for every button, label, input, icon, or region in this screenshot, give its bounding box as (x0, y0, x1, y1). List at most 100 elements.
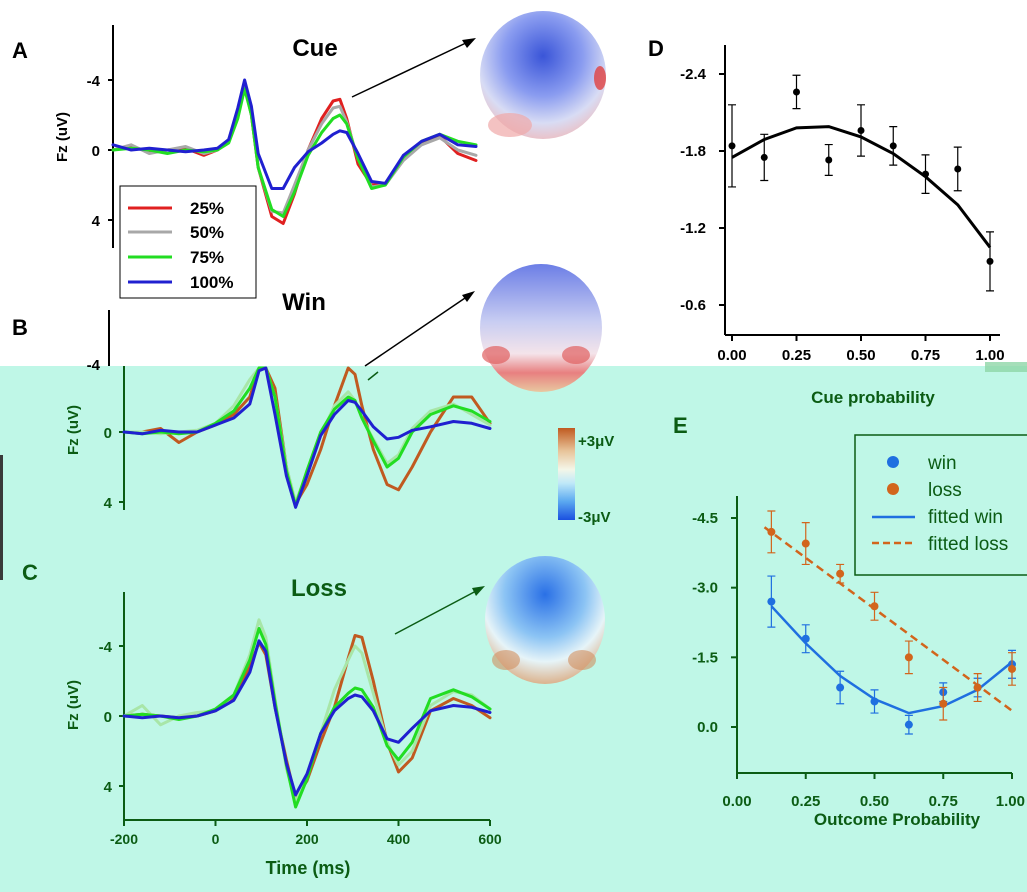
panel-e-loss-point-5 (939, 699, 948, 708)
panel-d-point-6 (922, 170, 929, 178)
panel-c-xticks: -200 0 200 400 600 (110, 820, 502, 847)
panel-a-letter: A (12, 38, 28, 63)
panel-d-ticks: -2.4 -1.8 -1.2 -0.6 0.00 0.25 0.50 0.75 1.00 (680, 66, 1004, 364)
colorbar: +3μV -3μV (558, 428, 614, 526)
legend-label-100: 100% (190, 273, 233, 292)
legend-e-label-fitted-win: fitted win (928, 507, 1003, 528)
panel-e-xtick-label-1: 0.25 (791, 793, 820, 810)
series-line-c-3 (122, 639, 492, 797)
panel-c-head-hotspot-left (492, 650, 520, 670)
panel-e-ytick-label-3: 0.0 (697, 719, 718, 736)
panel-d-point-8 (986, 257, 994, 265)
legend-label-25: 25% (190, 199, 224, 218)
panel-a-title: Cue (292, 35, 337, 62)
colorbar-bottom-label: -3μV (578, 509, 611, 526)
panel-c-xtick-label-4: 600 (478, 831, 502, 847)
panel-b-ytick-label-2: 0 (104, 425, 112, 442)
panel-b-ytick-label-3: 4 (104, 495, 113, 512)
panel-d: D -2.4 -1.8 -1.2 -0.6 0.00 0.25 0.50 0.75 1.00 C… (648, 36, 1027, 407)
panel-e-win-point-2 (836, 683, 845, 692)
panel-b-letter: B (12, 315, 28, 340)
panel-c-ytick-label-2: 0 (104, 709, 112, 726)
panel-d-point-5 (889, 142, 897, 150)
panel-e-loss-point-0 (767, 527, 776, 536)
legend-label-50: 50% (190, 223, 224, 242)
panel-a-lines (111, 78, 478, 225)
colorbar-gradient (558, 428, 575, 520)
legend-e-marker-win (887, 456, 899, 468)
panel-c-lines (122, 618, 492, 809)
panel-c-xtick-label-2: 200 (295, 831, 319, 847)
panel-b-arrowhead (462, 291, 475, 302)
panel-c-xtick-label-3: 400 (387, 831, 411, 847)
panel-c-xtick-label-0: -200 (110, 831, 138, 847)
panel-d-ytick-label-1: -1.8 (680, 143, 706, 160)
panel-c-ytick-label-3: 4 (104, 779, 113, 796)
panel-a-head-hotspot (488, 113, 532, 137)
panel-d-point-2 (793, 88, 800, 96)
panel-e-xtick-label-0: 0.00 (722, 793, 751, 810)
panel-e-loss-point-4 (904, 653, 913, 662)
legend-e-marker-loss (887, 483, 899, 495)
panel-d-ytick-label-0: -2.4 (680, 66, 707, 83)
panel-b-arrow-tail (367, 371, 379, 381)
panel-a-ylabel: Fz (uV) (54, 112, 71, 162)
panel-e-win-point-4 (904, 720, 913, 729)
legend-e-label-win: win (927, 453, 957, 474)
colorbar-top-label: +3μV (578, 433, 614, 450)
panel-b-head-map (480, 264, 602, 392)
legend-label-75: 75% (190, 248, 224, 267)
panel-e-ytick-label-2: -1.5 (692, 649, 718, 666)
panel-b: B Win -4 0 4 Fz (uV) (12, 264, 602, 512)
panel-e-ticks: -4.5 -3.0 -1.5 0.0 0.00 0.25 0.50 0.75 1.00 (692, 510, 1025, 810)
panel-e-loss-point-2 (836, 569, 845, 578)
panel-a-ytick-label-2: 0 (92, 143, 100, 160)
panel-a-head-map (480, 11, 606, 139)
panel-b-ytick-label-1: -4 (87, 357, 101, 374)
panel-d-point-7 (954, 165, 962, 173)
panel-b-lines (122, 366, 492, 509)
panel-a-arrow (351, 41, 469, 98)
legend-e-label-loss: loss (928, 480, 962, 501)
panel-c-xlabel: Time (ms) (266, 858, 351, 878)
panel-e-xtick-label-2: 0.50 (860, 793, 889, 810)
panel-e-loss-point-3 (870, 602, 879, 611)
panel-b-ylabel: Fz (uV) (65, 405, 82, 455)
panel-e-marks (763, 510, 1016, 735)
panel-e: E -4.5 -3.0 -1.5 0.0 0.00 0.25 0.50 0.75 1.00 Ou… (673, 413, 1027, 829)
panel-b-arrow (364, 295, 469, 367)
panel-e-letter: E (673, 413, 688, 438)
panel-d-point-3 (825, 156, 833, 164)
panel-d-marks (728, 74, 994, 292)
panel-e-xlabel: Outcome Probability (814, 810, 981, 829)
panel-c-xtick-label-1: 0 (212, 831, 220, 847)
panel-e-win-point-3 (870, 697, 879, 706)
panel-d-ytick-label-3: -0.6 (680, 297, 706, 314)
panel-a-head-hotspot-right (594, 66, 606, 90)
panel-d-xtick-label-4: 1.00 (975, 347, 1004, 364)
panel-e-loss-point-6 (973, 683, 982, 692)
panel-b-head-hotspot-right (562, 346, 590, 364)
panel-d-xlabel: Cue probability (811, 388, 935, 407)
panel-b-head-hotspot-left (482, 346, 510, 364)
panel-d-point-1 (760, 153, 768, 161)
panel-e-xtick-label-3: 0.75 (929, 793, 958, 810)
background-edge (0, 455, 3, 580)
panel-d-xtick-label-2: 0.50 (846, 347, 875, 364)
panel-d-ytick-label-2: -1.2 (680, 220, 706, 237)
panel-d-point-0 (728, 142, 736, 150)
panel-e-win-point-1 (801, 634, 810, 643)
panel-e-ytick-label-0: -4.5 (692, 510, 718, 527)
panel-b-title: Win (282, 289, 326, 316)
panel-a-ytick-label-3: 4 (92, 213, 101, 230)
panel-c-title: Loss (291, 575, 347, 602)
legend-e-label-fitted-loss: fitted loss (928, 534, 1008, 555)
panel-c-letter: C (22, 560, 38, 585)
series-line-a-3 (111, 78, 478, 190)
series-line-b-3 (122, 366, 492, 509)
panel-c-head-hotspot-right (568, 650, 596, 670)
panel-e-win-point-0 (767, 597, 776, 606)
panel-c-arrow (394, 589, 479, 635)
panel-a-arrowhead (462, 38, 476, 48)
